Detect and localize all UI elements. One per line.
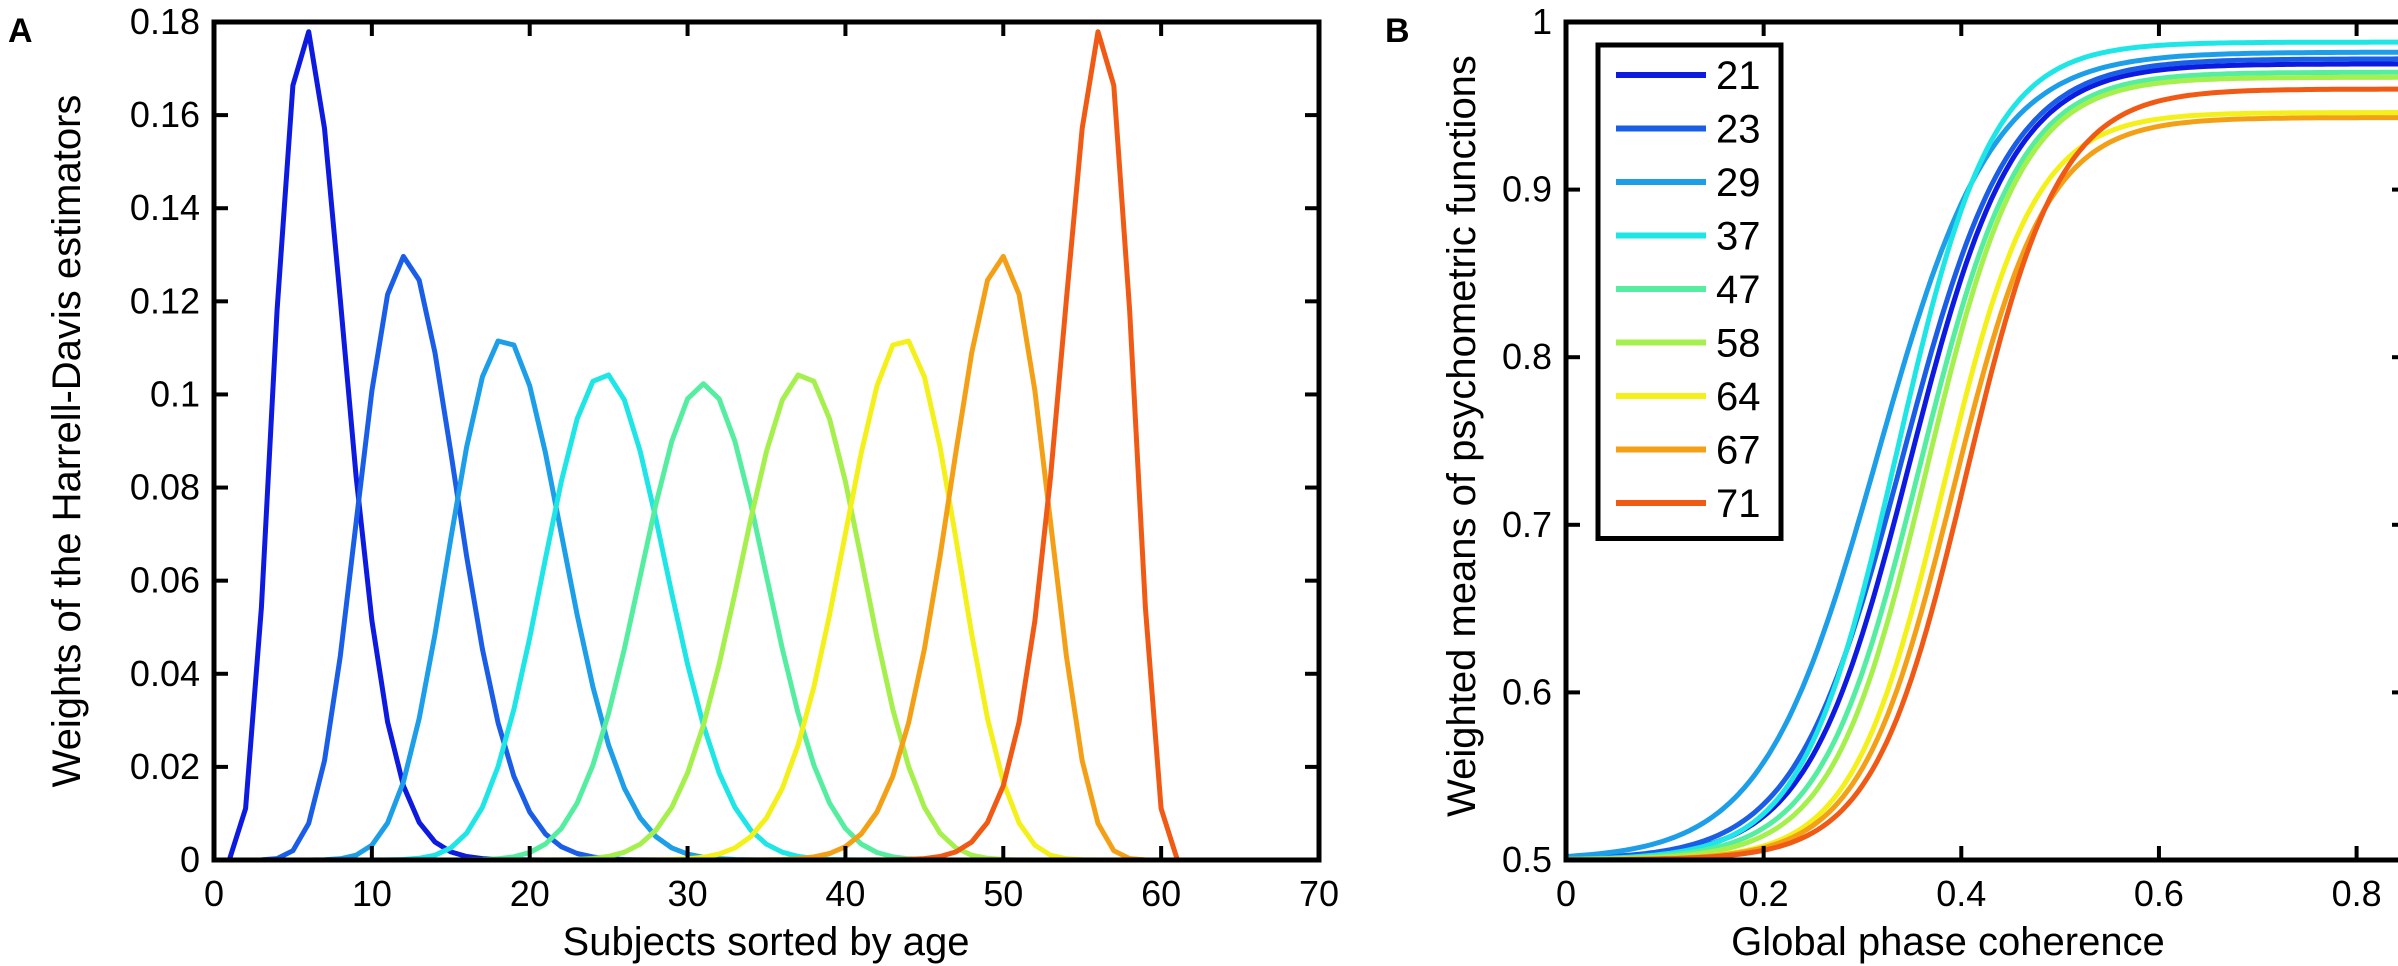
panel-b-y-tick-label: 0.7 <box>1502 504 1552 545</box>
panel-b-x-tick-label: 0.2 <box>1739 873 1789 914</box>
panel-a-y-tick-label: 0.06 <box>130 560 200 601</box>
panel-b-y-tick-label: 0.5 <box>1502 839 1552 880</box>
panel-a-x-tick-label: 20 <box>510 873 550 914</box>
panel-a-y-axis-label: Weights of the Harrell-Davis estimators <box>45 95 89 788</box>
panel-b-y-tick-label: 0.8 <box>1502 336 1552 377</box>
panel-a: A 0 10 20 30 40 50 60 70 0 0.02 0.04 0.06 0.08 0.1 0.1… <box>8 1 1339 964</box>
panel-a-series-line-23 <box>229 253 1177 863</box>
panel-b-y-tick-label: 0.6 <box>1502 671 1552 712</box>
panel-a-series-line-67 <box>229 253 1177 863</box>
panel-a-x-tick-label: 70 <box>1299 873 1339 914</box>
panel-b-legend-label-71: 71 <box>1716 482 1761 526</box>
panel-b-label: B <box>1385 12 1410 50</box>
panel-a-y-tick-label: 0.12 <box>130 280 200 321</box>
panel-a-x-tick-label: 10 <box>352 873 392 914</box>
panel-b-y-tick-label: 0.9 <box>1502 169 1552 210</box>
panel-b-x-tick-label: 0.8 <box>2332 873 2382 914</box>
panel-b-legend-label-64: 64 <box>1716 375 1761 419</box>
panel-b-legend-label-29: 29 <box>1716 161 1761 205</box>
panel-b-y-axis-label: Weighted means of psychometric functions <box>1440 55 1484 817</box>
panel-a-x-tick-label: 0 <box>204 873 224 914</box>
panel-a-y-tick-label: 0.02 <box>130 746 200 787</box>
panel-b: B 0 0.2 0.4 0.6 0.8 0.5 0.6 0.7 0.8 0.9 1 Global p… <box>1385 1 2398 964</box>
panel-b-series-lines <box>1565 39 2398 863</box>
panel-b-series-line-58 <box>1566 74 2398 863</box>
panel-a-series-line-71 <box>229 29 1180 863</box>
panel-a-axes-box <box>211 19 1322 863</box>
panel-a-y-tick-label: 0.14 <box>130 187 200 228</box>
panel-b-series-line-71 <box>1565 86 2398 863</box>
panel-b-series-line-37 <box>1566 39 2398 862</box>
panel-b-series-line-29 <box>1565 49 2398 859</box>
panel-b-x-tick-label: 0 <box>1556 873 1576 914</box>
panel-b-legend-label-67: 67 <box>1716 429 1761 473</box>
panel-b-ticks: 0 0.2 0.4 0.6 0.8 0.5 0.6 0.7 0.8 0.9 1 <box>1502 1 2398 914</box>
panel-a-y-tick-label: 0.04 <box>130 653 200 694</box>
panel-a-y-tick-label: 0.16 <box>130 94 200 135</box>
panel-a-y-tick-label: 0.08 <box>130 467 200 508</box>
panel-a-ticks: 0 10 20 30 40 50 60 70 0 0.02 0.04 0.06 0.08 0.1 0.12 0… <box>130 1 1339 914</box>
panel-a-x-tick-label: 40 <box>825 873 865 914</box>
panel-a-y-tick-label: 0 <box>180 839 200 880</box>
panel-a-x-tick-label: 30 <box>668 873 708 914</box>
panel-a-x-axis-label: Subjects sorted by age <box>563 920 970 964</box>
panel-b-legend-label-58: 58 <box>1716 322 1761 366</box>
panel-a-series-lines <box>227 29 1180 863</box>
panel-a-y-tick-label: 0.1 <box>150 373 200 414</box>
panel-a-x-tick-label: 50 <box>983 873 1023 914</box>
panel-b-axes-box <box>1563 19 2398 863</box>
panel-b-x-tick-label: 0.4 <box>1936 873 1986 914</box>
panel-b-legend-label-37: 37 <box>1716 215 1761 259</box>
panel-a-x-tick-label: 60 <box>1141 873 1181 914</box>
panel-a-series-line-21 <box>227 29 1177 863</box>
panel-b-x-tick-label: 0.6 <box>2134 873 2184 914</box>
panel-b-legend-label-21: 21 <box>1716 54 1761 98</box>
panel-b-series-line-23 <box>1565 56 2398 861</box>
panel-b-legend-label-23: 23 <box>1716 108 1761 152</box>
panel-b-x-axis-label: Global phase coherence <box>1731 920 2165 964</box>
panel-b-legend-label-47: 47 <box>1716 268 1761 312</box>
panel-b-y-tick-label: 1 <box>1532 1 1552 42</box>
panel-a-y-tick-label: 0.18 <box>130 1 200 42</box>
panel-b-legend: 21 23 29 37 47 58 64 67 71 <box>1595 42 1784 541</box>
panel-b-series-line-47 <box>1565 69 2398 862</box>
panel-a-label: A <box>8 12 33 50</box>
